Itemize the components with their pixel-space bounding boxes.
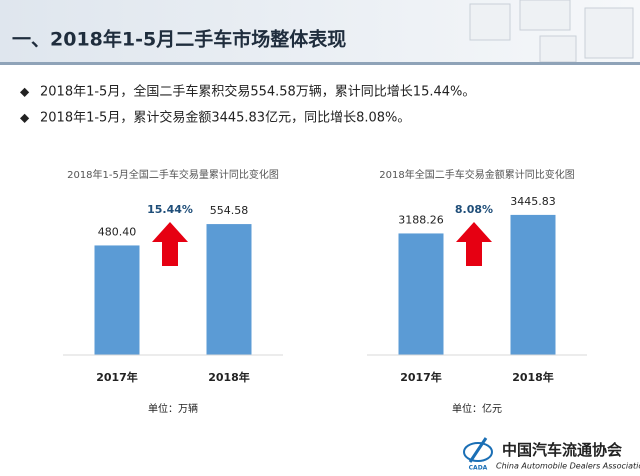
annotation: 8.08%: [455, 203, 493, 216]
bar: [510, 214, 556, 355]
bullet: 2018年1-5月，累计交易金额3445.83亿元，同比增长8.08%。: [40, 110, 410, 126]
slide-title: 一、2018年1-5月二手车市场整体表现: [12, 28, 346, 51]
bar: [398, 233, 444, 355]
chart-title: 2018年全国二手车交易金额累计同比变化图: [379, 168, 574, 181]
bullet-icon: ◆: [20, 85, 30, 99]
cubes-decoration: [469, 0, 634, 63]
x-tick-label: 2017年: [400, 370, 442, 384]
x-tick-label: 2018年: [208, 370, 250, 384]
unit-label: 单位：万辆: [148, 402, 198, 415]
header-rule: [0, 62, 640, 65]
annotation: 15.44%: [147, 203, 193, 216]
value-label: 554.58: [210, 204, 249, 217]
bar: [94, 245, 140, 355]
unit-label: 单位：亿元: [452, 402, 502, 415]
bullet: 2018年1-5月，全国二手车累积交易554.58万辆，累计同比增长15.44%…: [40, 84, 475, 100]
logo-english: China Automobile Dealers Association: [496, 462, 640, 471]
value-label: 3445.83: [510, 195, 556, 208]
bullet-icon: ◆: [20, 111, 30, 125]
x-tick-label: 2018年: [512, 370, 554, 384]
up-arrow: [456, 222, 492, 266]
logo-name: 中国汽车流通协会: [502, 441, 622, 459]
value-label: 3188.26: [398, 213, 444, 226]
logo-abbr: CADA: [469, 465, 488, 472]
value-label: 480.40: [98, 225, 137, 238]
x-tick-label: 2017年: [96, 370, 138, 384]
chart-title: 2018年1-5月全国二手车交易量累计同比变化图: [67, 168, 279, 181]
logo-icon: [463, 437, 493, 463]
bar: [206, 224, 252, 355]
up-arrow: [152, 222, 188, 266]
